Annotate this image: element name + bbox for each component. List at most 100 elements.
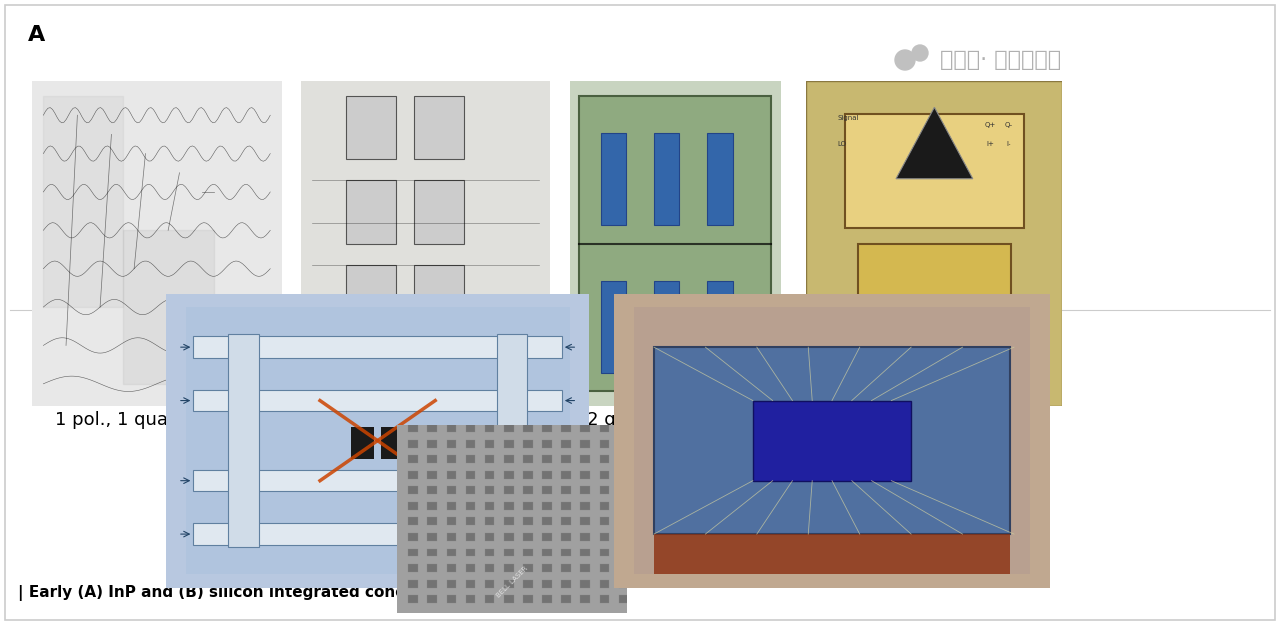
Bar (562, 580, 571, 587)
Bar (485, 502, 494, 510)
Bar (428, 549, 438, 556)
Bar (193, 523, 562, 545)
Bar (504, 424, 513, 432)
Bar (428, 564, 438, 572)
Bar (408, 518, 419, 525)
Bar (845, 114, 1024, 228)
Bar (193, 336, 562, 358)
Bar (543, 533, 552, 541)
Bar (415, 96, 465, 159)
Bar (466, 439, 475, 448)
Bar (618, 595, 628, 603)
Text: 2 pol., 2 quad.: 2 pol., 2 quad. (440, 548, 570, 566)
Bar (580, 424, 590, 432)
Bar (447, 580, 456, 587)
Bar (562, 502, 571, 510)
Bar (524, 518, 532, 525)
Bar (466, 564, 475, 572)
Bar (447, 486, 456, 494)
Bar (618, 533, 628, 541)
Bar (428, 518, 438, 525)
Bar (408, 502, 419, 510)
Bar (346, 96, 396, 159)
Bar (408, 564, 419, 572)
Bar (562, 455, 571, 463)
Text: TE: TE (335, 363, 346, 372)
Bar (599, 424, 609, 432)
Text: 1 pol., 1 quad.: 1 pol., 1 quad. (55, 411, 186, 429)
Bar (447, 455, 456, 463)
Bar (466, 518, 475, 525)
Bar (447, 439, 456, 448)
Text: TM: TM (335, 342, 347, 351)
Bar (599, 439, 609, 448)
Bar (346, 265, 396, 328)
Bar (524, 471, 532, 479)
Bar (504, 471, 513, 479)
Bar (599, 455, 609, 463)
Bar (562, 424, 571, 432)
Bar (504, 549, 513, 556)
Text: Signal: Signal (837, 115, 859, 121)
Text: Q-: Q- (1005, 122, 1012, 127)
Bar (543, 549, 552, 556)
Bar (408, 439, 419, 448)
Bar (562, 486, 571, 494)
Bar (580, 549, 590, 556)
Bar (408, 595, 419, 603)
Bar (524, 424, 532, 432)
Bar (428, 595, 438, 603)
Bar (599, 533, 609, 541)
Bar (504, 533, 513, 541)
Bar (408, 471, 419, 479)
Bar (543, 424, 552, 432)
Bar (562, 533, 571, 541)
Bar (447, 424, 456, 432)
Bar (447, 533, 456, 541)
Bar (543, 486, 552, 494)
Bar (485, 486, 494, 494)
Bar (428, 424, 438, 432)
Bar (599, 518, 609, 525)
Bar (428, 533, 438, 541)
Bar (466, 455, 475, 463)
Bar (466, 502, 475, 510)
Bar (599, 595, 609, 603)
Bar (543, 471, 552, 479)
Bar (654, 534, 1010, 574)
Polygon shape (896, 107, 973, 179)
Bar (618, 549, 628, 556)
Bar (580, 471, 590, 479)
Bar (543, 580, 552, 587)
Bar (543, 502, 552, 510)
Bar (193, 390, 562, 411)
Bar (193, 470, 562, 491)
Bar (497, 334, 527, 548)
Bar (485, 533, 494, 541)
Bar (485, 455, 494, 463)
Bar (562, 471, 571, 479)
Bar (504, 595, 513, 603)
Text: Q+: Q+ (986, 122, 996, 127)
Bar (447, 471, 456, 479)
Bar (485, 549, 494, 556)
Bar (485, 439, 494, 448)
Bar (654, 281, 680, 373)
Bar (543, 595, 552, 603)
Bar (618, 439, 628, 448)
Text: | Early (A) InP and (B) silicon integrated coherent receivers.: | Early (A) InP and (B) silicon integrat… (18, 585, 532, 601)
Bar (580, 486, 590, 494)
Bar (858, 244, 1011, 357)
Bar (466, 533, 475, 541)
Bar (485, 564, 494, 572)
Bar (504, 439, 513, 448)
Bar (447, 595, 456, 603)
Bar (447, 518, 456, 525)
Bar (753, 401, 911, 481)
Bar (428, 580, 438, 587)
Bar (562, 595, 571, 603)
Bar (428, 486, 438, 494)
Bar (408, 533, 419, 541)
Circle shape (895, 50, 915, 70)
Bar (504, 518, 513, 525)
